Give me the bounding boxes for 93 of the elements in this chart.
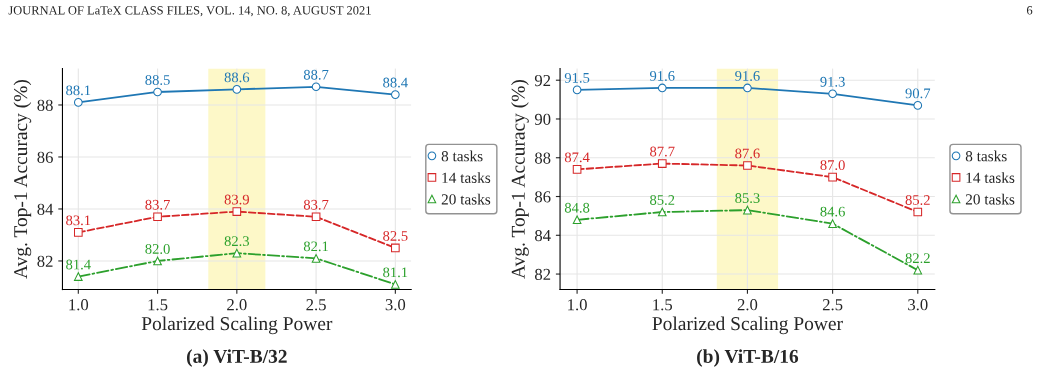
point xyxy=(73,272,83,281)
y-tick-label: 84 xyxy=(535,229,551,242)
data-label: 87.6 xyxy=(735,148,760,159)
point xyxy=(913,207,923,217)
data-label: 90.7 xyxy=(905,88,931,99)
point xyxy=(311,254,321,263)
y-axis-title: Avg. Top-1 Accuracy (%) xyxy=(511,79,529,279)
x-tick-label: 2.0 xyxy=(227,299,247,311)
point xyxy=(311,82,321,92)
y-tick-label: 86 xyxy=(535,191,551,203)
data-label: 83.7 xyxy=(303,199,329,210)
y-tick-label: 82 xyxy=(535,268,551,280)
point xyxy=(913,265,923,275)
data-label: 91.3 xyxy=(820,76,845,87)
x-axis-title: Polarized Scaling Power xyxy=(141,316,333,335)
data-label: 85.3 xyxy=(735,193,760,204)
data-label: 85.2 xyxy=(650,195,675,205)
x-axis-title: Polarized Scaling Power xyxy=(652,316,843,335)
text: 6 xyxy=(1026,6,1033,15)
x-tick-label: 2.0 xyxy=(737,299,758,311)
y-tick-label: 82 xyxy=(37,255,53,267)
data-label: 88.1 xyxy=(66,85,91,96)
y-tick-label: 92 xyxy=(534,74,551,87)
point xyxy=(572,165,582,174)
point xyxy=(657,83,667,93)
legend-label: 14 tasks xyxy=(966,172,1015,183)
data-label: 88.6 xyxy=(224,72,250,83)
data-label: 91.6 xyxy=(649,71,675,81)
data-label: 83.7 xyxy=(145,199,170,210)
x-tick-label: 1.5 xyxy=(653,299,673,311)
data-label: 91.6 xyxy=(735,71,760,81)
point xyxy=(913,101,923,110)
x-tick-label: 3.0 xyxy=(385,299,406,311)
data-label: 88.4 xyxy=(383,77,408,88)
x-tick-label: 3.0 xyxy=(908,299,928,311)
data-label: 88.7 xyxy=(303,69,329,80)
data-label: 82.5 xyxy=(383,230,408,241)
point xyxy=(73,98,83,107)
data-label: 83.9 xyxy=(224,194,249,205)
y-tick-label: 90 xyxy=(534,113,551,125)
data-label: 87.4 xyxy=(564,152,590,163)
data-label: 84.8 xyxy=(564,202,590,213)
y-axis-title: Avg. Top-1 Accuracy (%) xyxy=(13,79,32,279)
legend-label: 20 tasks xyxy=(441,193,491,205)
y-tick-label: 84 xyxy=(37,203,54,215)
x-tick-label: 1.0 xyxy=(568,299,587,311)
data-label: 85.2 xyxy=(905,195,930,205)
point xyxy=(828,219,837,228)
legend-label: 8 tasks xyxy=(441,150,483,162)
point xyxy=(153,212,162,222)
data-label: 82.0 xyxy=(145,243,170,254)
x-tick-label: 2.5 xyxy=(822,299,843,311)
point xyxy=(73,228,83,237)
legend-label: 14 tasks xyxy=(442,172,491,183)
data-label: 82.2 xyxy=(905,253,930,264)
point xyxy=(743,205,752,215)
point xyxy=(232,248,242,258)
text: (a) ViT-B/32 xyxy=(186,349,287,367)
point xyxy=(657,159,667,168)
data-label: 81.4 xyxy=(66,259,91,270)
data-label: 83.1 xyxy=(66,215,91,226)
data-label: 91.5 xyxy=(564,72,590,83)
point xyxy=(572,215,582,225)
point xyxy=(828,172,837,182)
x-tick-label: 2.5 xyxy=(306,299,326,311)
legend-label: 8 tasks xyxy=(965,150,1007,162)
data-label: 88.5 xyxy=(145,75,170,85)
data-label: 87.7 xyxy=(650,146,675,157)
data-label: 84.6 xyxy=(820,206,845,217)
point xyxy=(232,85,242,94)
point xyxy=(391,280,400,289)
data-label: 82.1 xyxy=(303,241,328,252)
point xyxy=(743,83,752,93)
text: (b) ViT-B/16 xyxy=(697,349,799,367)
legend-label: 20 tasks xyxy=(965,193,1015,205)
data-label: 87.0 xyxy=(820,160,845,171)
point xyxy=(572,85,582,95)
data-label: 81.1 xyxy=(383,267,408,278)
point xyxy=(311,212,321,222)
y-tick-label: 86 xyxy=(37,151,53,163)
y-tick-label: 88 xyxy=(535,152,551,164)
point xyxy=(153,87,162,97)
text: JOURNAL OF LaTeX CLASS FILES, VOL. 14, NO. 8, AUGUST 2021 xyxy=(8,6,371,17)
data-label: 82.3 xyxy=(224,236,250,247)
point xyxy=(391,90,400,99)
y-tick-label: 88 xyxy=(37,99,53,111)
point xyxy=(153,256,162,266)
x-tick-label: 1.5 xyxy=(148,299,168,311)
point xyxy=(828,89,837,99)
point xyxy=(391,243,400,253)
point xyxy=(232,207,242,216)
point xyxy=(743,161,752,170)
x-tick-label: 1.0 xyxy=(69,299,89,311)
